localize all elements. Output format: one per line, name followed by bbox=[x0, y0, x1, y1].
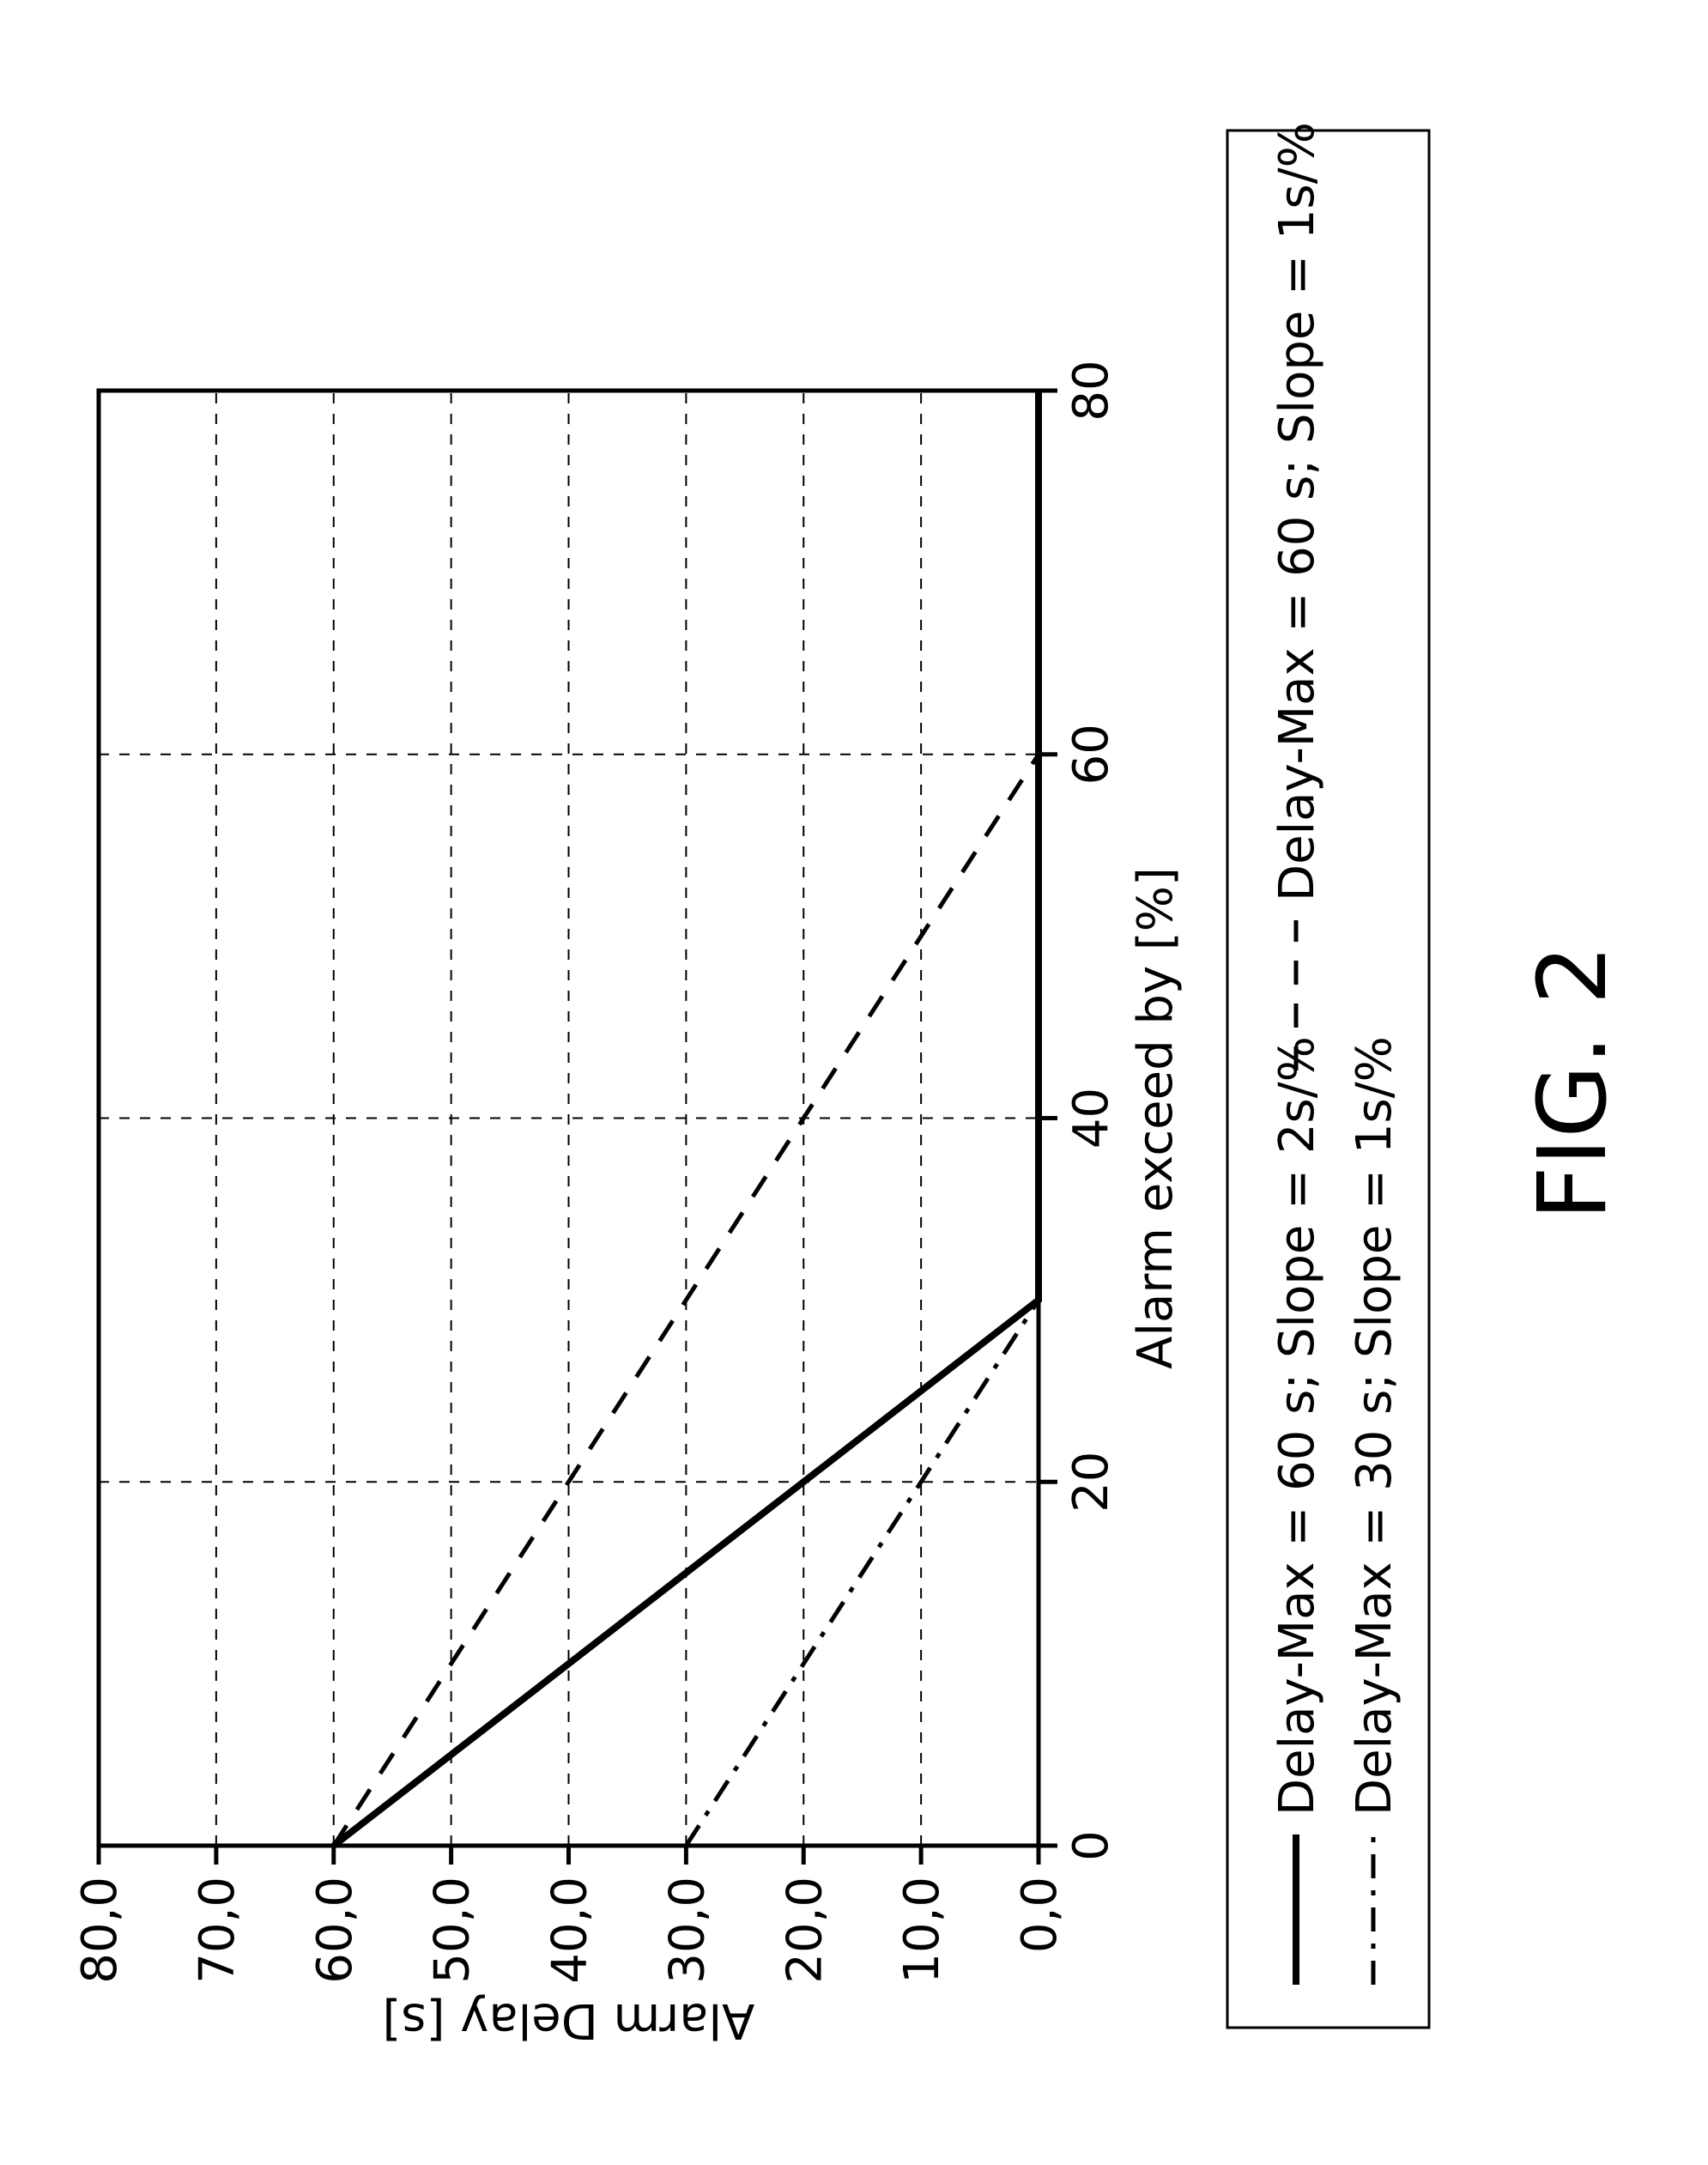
x-tick-label: 40 bbox=[1063, 1088, 1119, 1149]
y-tick-label: 0,0 bbox=[1012, 1877, 1068, 1953]
x-tick-label: 60 bbox=[1063, 724, 1119, 785]
y-tick-label: 10,0 bbox=[894, 1877, 950, 1984]
legend-label-1: Delay-Max = 60 s; Slope = 1s/% bbox=[1269, 122, 1325, 901]
y-tick-label: 60,0 bbox=[307, 1877, 363, 1984]
legend-label-2: Delay-Max = 30 s; Slope = 1s/% bbox=[1347, 1036, 1402, 1816]
figure-svg: 0 20 40 60 80 0,0 10,0 20,0 30,0 40,0 50,0 60,0 70,0… bbox=[0, 0, 1708, 2165]
y-tick-label: 50,0 bbox=[425, 1877, 481, 1984]
y-tick-label: 80,0 bbox=[72, 1877, 128, 1984]
x-tick-label: 80 bbox=[1063, 360, 1119, 421]
figure-canvas: 0 20 40 60 80 0,0 10,0 20,0 30,0 40,0 50,0 60,0 70,0… bbox=[0, 0, 1708, 2165]
y-axis-label: Alarm Delay [s] bbox=[383, 1992, 755, 2048]
y-tick-label: 70,0 bbox=[190, 1877, 245, 1984]
figure-caption: FIG. 2 bbox=[1517, 945, 1627, 1221]
page: 0 20 40 60 80 0,0 10,0 20,0 30,0 40,0 50,0 60,0 70,0… bbox=[0, 0, 1708, 2165]
legend-label-0: Delay-Max = 60 s; Slope = 2s/% bbox=[1269, 1036, 1325, 1816]
x-tick-label: 0 bbox=[1063, 1830, 1119, 1861]
y-tick-label: 20,0 bbox=[777, 1877, 833, 1984]
y-tick-label: 30,0 bbox=[659, 1877, 715, 1984]
x-tick-label: 20 bbox=[1063, 1452, 1119, 1513]
y-tick-label: 40,0 bbox=[542, 1877, 598, 1984]
x-axis-label: Alarm exceed by [%] bbox=[1128, 867, 1184, 1369]
